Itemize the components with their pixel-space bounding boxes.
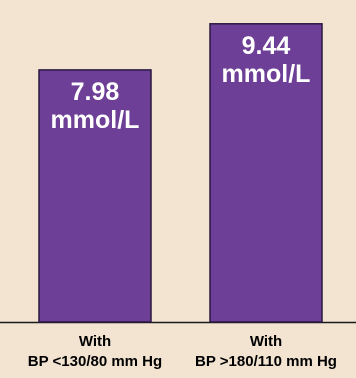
bar-2-value-label-line-1: 9.44 <box>242 32 291 60</box>
bar-2 <box>209 23 323 323</box>
category-label-1: With BP <130/80 mm Hg <box>28 333 162 370</box>
bar-2-value-label-line-2: mmol/L <box>222 60 311 88</box>
bar-1-value-label-line-1: 7.98 <box>71 78 120 106</box>
category-label-1-line-2: BP <130/80 mm Hg <box>28 353 162 370</box>
category-label-2-line-1: With <box>250 333 282 350</box>
bar-1-value-label-line-2: mmol/L <box>51 106 140 134</box>
category-label-2-line-2: BP >180/110 mm Hg <box>195 353 337 370</box>
bar-2-value-label: 9.44 mmol/L <box>222 32 311 88</box>
bar-1 <box>38 69 152 323</box>
category-label-2: With BP >180/110 mm Hg <box>195 333 337 370</box>
category-label-1-line-1: With <box>79 333 111 350</box>
bar-1-value-label: 7.98 mmol/L <box>51 78 140 134</box>
